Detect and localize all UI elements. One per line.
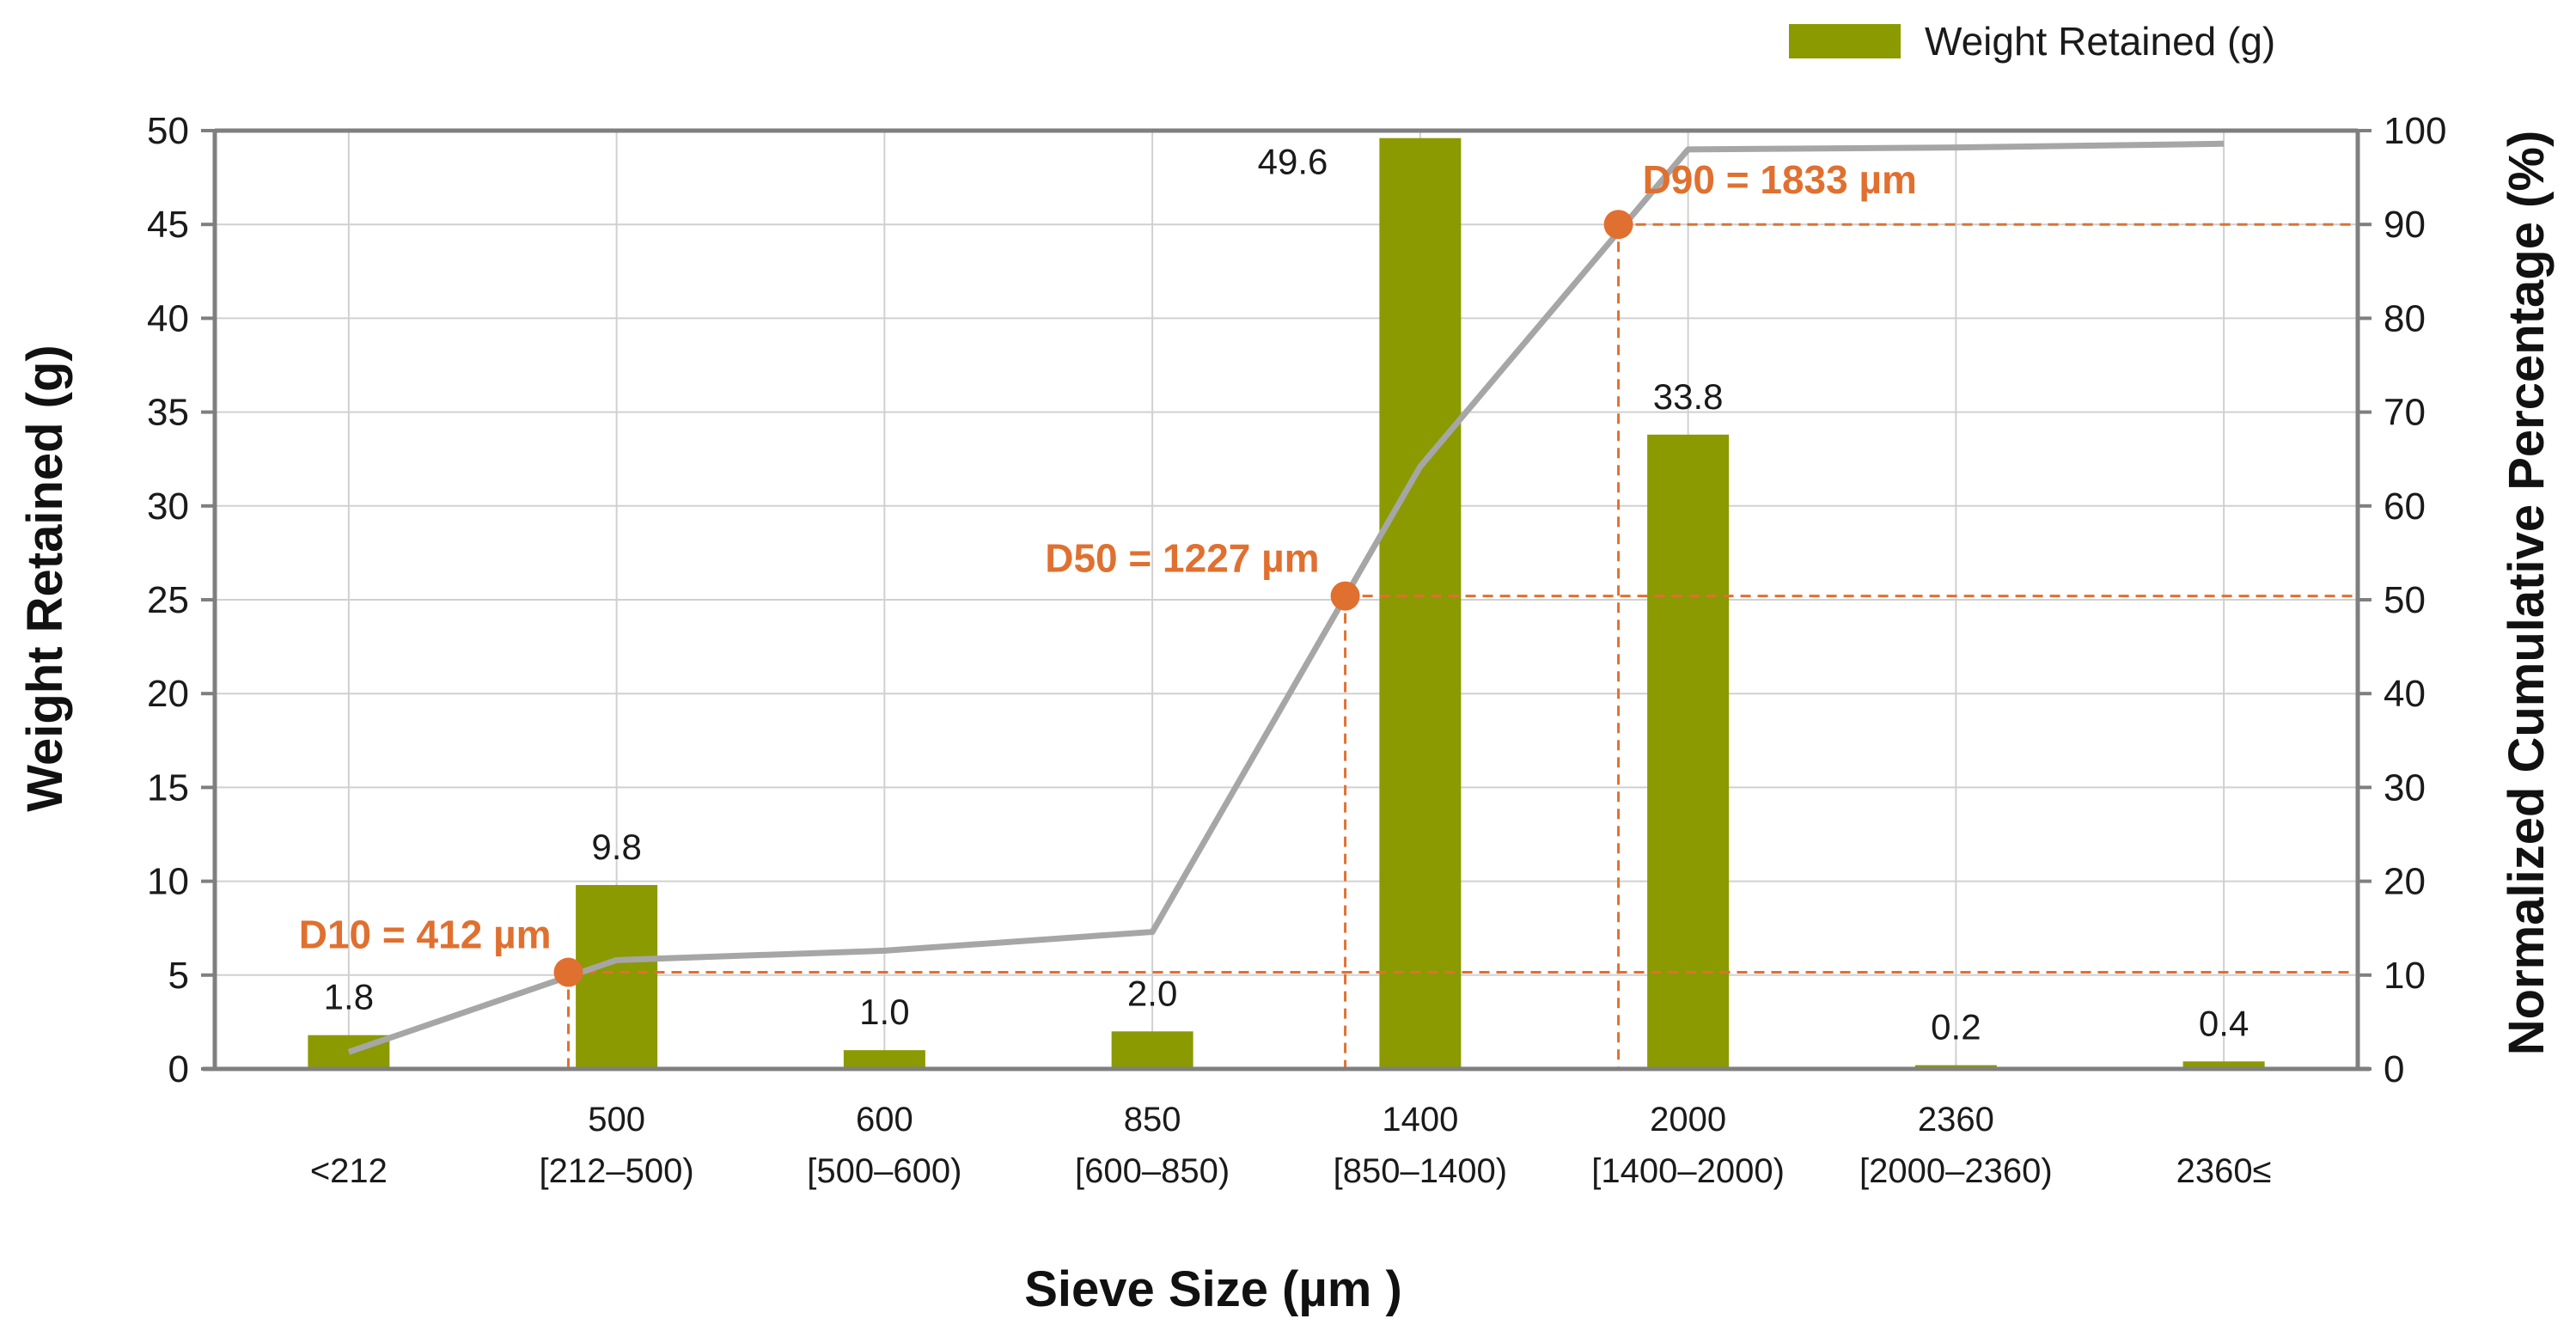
y2-tick-label: 0 bbox=[2384, 1048, 2404, 1090]
cumulative-line-series bbox=[347, 140, 2225, 1055]
bar-value-label: 1.8 bbox=[324, 977, 374, 1017]
bar-2 bbox=[843, 1050, 925, 1069]
bar-7 bbox=[2182, 1061, 2265, 1069]
y2-tick-label: 90 bbox=[2384, 204, 2426, 246]
y-tick-label: 50 bbox=[147, 110, 189, 152]
y2-tick-label: 50 bbox=[2384, 579, 2426, 621]
y-tick-label: 0 bbox=[168, 1048, 189, 1090]
bar-3 bbox=[1111, 1031, 1193, 1069]
y2-tick-label: 20 bbox=[2384, 861, 2426, 903]
d-value-guides bbox=[567, 223, 2358, 1069]
x-tick-label: 500 bbox=[588, 1101, 645, 1139]
x-tick-sublabel: [212–500) bbox=[540, 1152, 694, 1190]
x-tick-label: 1400 bbox=[1382, 1101, 1458, 1139]
y-tick-label: 20 bbox=[147, 673, 189, 715]
bar-value-label: 49.6 bbox=[1258, 142, 1328, 182]
y-tick-label: 25 bbox=[147, 579, 189, 621]
y2-tick-label: 70 bbox=[2384, 392, 2426, 434]
legend-swatch bbox=[1789, 24, 1901, 58]
x-tick-label: 2360 bbox=[1918, 1101, 1994, 1139]
d-value-label: D90 = 1833 µm bbox=[1643, 157, 1917, 202]
y-tick-label: 45 bbox=[147, 204, 189, 246]
x-tick-sublabel: [500–600) bbox=[807, 1152, 961, 1190]
bar-value-label: 9.8 bbox=[591, 827, 641, 867]
y2-tick-label: 10 bbox=[2384, 955, 2426, 997]
data-labels: 1.8 9.8 1.0 2.0 49.6 33.8 0.2 0.4 D10 = 412 µm D5… bbox=[299, 142, 2249, 1047]
x-tick-sublabel: [600–850) bbox=[1075, 1152, 1230, 1190]
d-marker-1 bbox=[1330, 581, 1360, 611]
gridlines bbox=[215, 130, 2358, 1069]
x-tick-sublabel: [850–1400) bbox=[1334, 1152, 1507, 1190]
y-tick-label: 15 bbox=[147, 766, 189, 809]
bar-value-label: 2.0 bbox=[1127, 973, 1177, 1013]
legend: Weight Retained (g) bbox=[1789, 19, 2275, 64]
bar-value-label: 33.8 bbox=[1653, 376, 1724, 417]
x-tick-sublabel: 2360≤ bbox=[2176, 1152, 2272, 1190]
bar-value-label: 1.0 bbox=[859, 992, 909, 1032]
x-tick-sublabel: [1400–2000) bbox=[1591, 1152, 1785, 1190]
cumulative-line bbox=[347, 140, 2225, 1055]
bar-value-label: 0.2 bbox=[1931, 1007, 1981, 1047]
y2-axis-title: Normalized Cumulative Percentage (%) bbox=[2499, 131, 2555, 1056]
d-value-label: D50 = 1227 µm bbox=[1045, 536, 1319, 581]
x-tick-label: 600 bbox=[856, 1101, 913, 1139]
y2-tick-label: 60 bbox=[2384, 485, 2426, 528]
y-tick-label: 30 bbox=[147, 485, 189, 528]
bar-4 bbox=[1379, 137, 1462, 1070]
y-tick-label: 35 bbox=[147, 392, 189, 434]
bar-series bbox=[308, 137, 2265, 1070]
x-axis-title: Sieve Size (µm ) bbox=[1024, 1261, 1402, 1317]
y-tick-label: 10 bbox=[147, 861, 189, 903]
d-value-label: D10 = 412 µm bbox=[299, 913, 552, 957]
x-tick-label: 2000 bbox=[1650, 1101, 1726, 1139]
y-axis-title: Weight Retained (g) bbox=[17, 345, 73, 811]
x-tick-sublabel: <212 bbox=[310, 1152, 388, 1190]
y2-tick-label: 80 bbox=[2384, 297, 2426, 339]
legend-label: Weight Retained (g) bbox=[1925, 19, 2275, 64]
axes: 0510152025303540455001020304050607080901… bbox=[147, 110, 2446, 1190]
bar-5 bbox=[1647, 434, 1730, 1070]
y-tick-label: 40 bbox=[147, 297, 189, 339]
x-tick-label: 850 bbox=[1124, 1101, 1181, 1139]
bar-1 bbox=[576, 884, 658, 1069]
y-tick-label: 5 bbox=[168, 955, 189, 997]
x-tick-sublabel: [2000–2360) bbox=[1859, 1152, 2053, 1190]
d-marker-2 bbox=[1603, 210, 1633, 240]
y2-tick-label: 30 bbox=[2384, 766, 2426, 809]
y2-tick-label: 100 bbox=[2384, 110, 2446, 152]
y2-tick-label: 40 bbox=[2384, 673, 2426, 715]
d-marker-0 bbox=[553, 957, 583, 987]
bar-value-label: 0.4 bbox=[2199, 1003, 2249, 1043]
